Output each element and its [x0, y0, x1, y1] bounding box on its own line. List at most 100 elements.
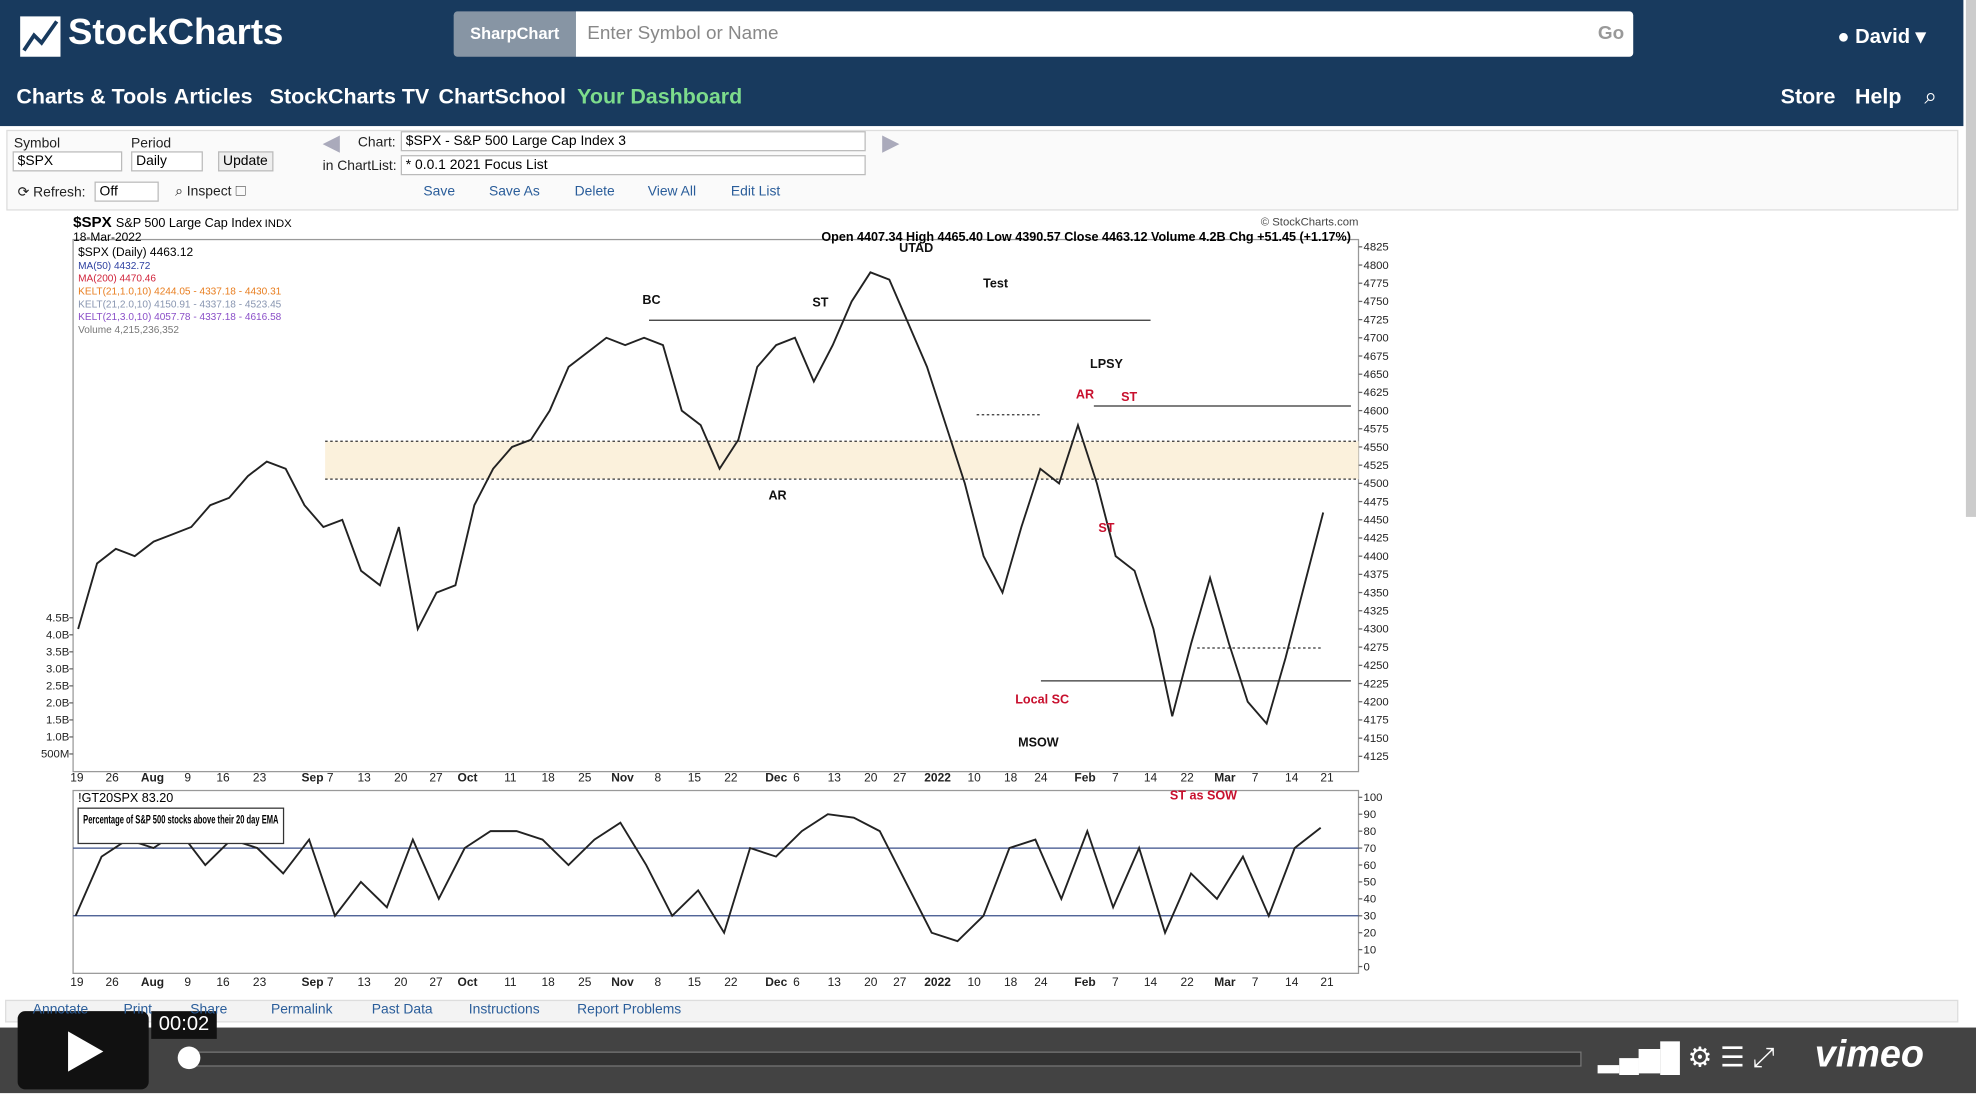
search-type[interactable]: SharpChart — [453, 11, 576, 57]
x-tick-label: 11 — [504, 771, 517, 785]
action-link[interactable]: Save As — [488, 184, 540, 200]
bottom-link[interactable]: Past Data — [371, 1002, 433, 1018]
legend-entry: MA(200) 4470.46 — [78, 274, 156, 285]
inspect[interactable]: ⌕ Inspect ☐ — [175, 184, 246, 200]
action-link[interactable]: View All — [647, 184, 697, 200]
bottom-link[interactable]: Report Problems — [577, 1002, 682, 1018]
user-menu[interactable]: ● David ▾ — [1837, 26, 1926, 48]
chart-symbol: $SPX — [73, 214, 112, 231]
trading-range — [325, 441, 1359, 480]
x-tick-label: 14 — [1144, 975, 1158, 989]
nav-item[interactable]: Help — [1855, 84, 1902, 109]
x-tick-label: 19 — [70, 771, 84, 785]
symbol-input[interactable]: $SPX — [12, 151, 123, 172]
bottom-link[interactable]: Permalink — [270, 1002, 333, 1018]
x-tick-label: Aug — [141, 771, 164, 785]
volume-tick-label: 500M — [41, 749, 69, 761]
x-tick-label: Dec — [765, 975, 787, 989]
x-tick-label: 6 — [793, 975, 800, 989]
y-tick-label: 50 — [1364, 877, 1377, 889]
go-button[interactable]: Go — [1597, 22, 1625, 45]
x-tick-label: 7 — [327, 975, 334, 989]
vimeo-logo[interactable]: vimeo — [1814, 1033, 1924, 1076]
search-icon[interactable]: ⌕ — [1924, 83, 1938, 109]
annotation: BC — [642, 293, 660, 307]
nav-item[interactable]: Your Dashboard — [577, 84, 743, 109]
y-tick-label: 4150 — [1364, 733, 1389, 745]
x-tick-label: 20 — [394, 771, 408, 785]
annotation: ST as SOW — [1170, 788, 1237, 802]
chart-name: S&P 500 Large Cap Index — [116, 216, 263, 230]
action-link[interactable]: Save — [423, 184, 456, 200]
period-select[interactable]: Daily — [131, 151, 203, 172]
y-tick-label: 90 — [1364, 809, 1377, 821]
y-tick-label: 4700 — [1364, 333, 1389, 345]
chartlist-select[interactable]: * 0.0.1 2021 Focus List — [400, 155, 866, 176]
chart-select[interactable]: $SPX - S&P 500 Large Cap Index 3 — [400, 131, 866, 152]
video-controls[interactable]: ▂▄▆█ ⚙ ☰ ⤢ — [1597, 1041, 1775, 1073]
next-arrow[interactable]: ▶ — [882, 129, 900, 156]
logo[interactable]: StockCharts — [68, 12, 284, 53]
volume-tick-label: 2.5B — [46, 681, 69, 693]
x-tick-label: 26 — [105, 771, 119, 785]
prev-arrow[interactable]: ◀ — [322, 129, 341, 156]
annotation: Local SC — [1015, 693, 1069, 707]
bottom-link[interactable]: Annotate — [32, 1002, 89, 1018]
refresh-select[interactable]: Off — [94, 181, 159, 202]
volume-tick-label: 4.0B — [46, 630, 69, 642]
progress-knob[interactable] — [177, 1046, 201, 1070]
search-placeholder: Enter Symbol or Name — [587, 22, 779, 45]
action-link[interactable]: Delete — [574, 184, 615, 200]
price-line — [77, 271, 1325, 726]
chart-date: 18-Mar-2022 — [73, 230, 142, 244]
update-button[interactable]: Update — [218, 151, 274, 172]
refresh-label: ⟳ Refresh: — [17, 185, 86, 201]
x-tick-label: Nov — [611, 771, 634, 785]
x-tick-label: 16 — [216, 771, 230, 785]
x-tick-label: 13 — [358, 975, 372, 989]
x-tick-label: Feb — [1074, 771, 1095, 785]
bottom-link[interactable]: Print — [123, 1002, 153, 1018]
x-tick-label: 9 — [184, 771, 191, 785]
nav-item[interactable]: Articles — [173, 84, 253, 109]
y-tick-label: 4325 — [1364, 606, 1389, 618]
x-tick-label: Nov — [611, 975, 634, 989]
progress-track[interactable] — [182, 1051, 1582, 1067]
copyright: © StockCharts.com — [1261, 217, 1359, 229]
volume-tick-label: 4.5B — [46, 613, 69, 625]
action-link[interactable]: Edit List — [730, 184, 781, 200]
legend-entry: KELT(21,3.0,10) 4057.78 - 4337.18 - 4616… — [78, 312, 282, 323]
y-tick-label: 40 — [1364, 894, 1377, 906]
bottom-toolbar — [5, 999, 1959, 1023]
annotation: AR — [768, 488, 786, 502]
legend-entry: KELT(21,1.0,10) 4244.05 - 4337.18 - 4430… — [78, 287, 282, 298]
x-tick-label: 22 — [724, 975, 738, 989]
x-tick-label: 13 — [358, 771, 372, 785]
x-tick-label: 20 — [864, 771, 878, 785]
y-tick-label: 4400 — [1364, 551, 1389, 563]
indicator-description: Percentage of S&P 500 stocks above their… — [83, 812, 279, 826]
x-tick-label: Mar — [1214, 771, 1236, 785]
nav-item[interactable]: Store — [1780, 84, 1836, 109]
volume-tick-label: 2.0B — [46, 698, 69, 710]
x-tick-label: 27 — [429, 771, 443, 785]
bottom-link[interactable]: Share — [190, 1002, 228, 1018]
nav-item[interactable]: Charts & Tools — [16, 84, 168, 109]
y-tick-label: 4225 — [1364, 678, 1389, 690]
y-tick-label: 4350 — [1364, 587, 1389, 599]
y-tick-label: 4550 — [1364, 442, 1389, 454]
x-tick-label: 23 — [253, 975, 267, 989]
volume-tick-label: 1.5B — [46, 715, 69, 727]
bottom-link[interactable]: Instructions — [468, 1002, 540, 1018]
y-tick-label: 4450 — [1364, 515, 1389, 527]
indicator-panel — [72, 789, 1360, 974]
nav-item[interactable]: StockCharts TV — [269, 84, 430, 109]
x-tick-label: Oct — [458, 771, 478, 785]
search-box[interactable] — [575, 11, 1634, 57]
x-tick-label: 18 — [542, 771, 556, 785]
legend-entry: Volume 4,215,236,352 — [78, 325, 179, 336]
x-tick-label: 11 — [504, 975, 517, 989]
x-tick-label: 2022 — [924, 771, 951, 785]
nav-item[interactable]: ChartSchool — [438, 84, 566, 109]
